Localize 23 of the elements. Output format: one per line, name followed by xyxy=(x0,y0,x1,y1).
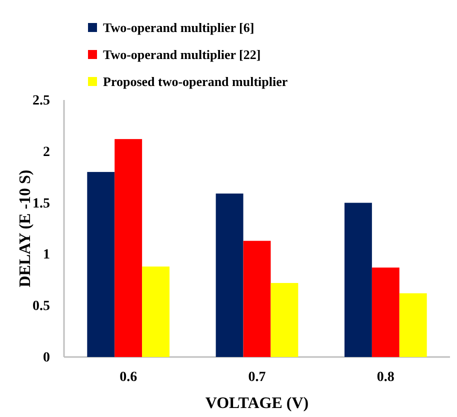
legend-label: Proposed two-operand multiplier xyxy=(103,74,288,89)
bar xyxy=(243,240,271,357)
bar xyxy=(142,266,170,357)
legend-label: Two-operand multiplier [22] xyxy=(103,47,261,62)
y-tick-label: 2 xyxy=(43,144,50,160)
bar xyxy=(270,282,298,357)
y-tick-label: 2.5 xyxy=(32,93,50,108)
x-tick-label: 0.7 xyxy=(248,370,266,385)
y-axis-title: DELAY (E -10 S) xyxy=(17,170,34,288)
x-axis-title: VOLTAGE (V) xyxy=(205,395,309,412)
y-tick-label: 0 xyxy=(43,350,50,366)
y-tick-label: 0.5 xyxy=(32,299,50,314)
y-tick-label: 1 xyxy=(43,248,50,263)
bar xyxy=(399,293,427,357)
x-tick-label: 0.6 xyxy=(120,370,138,385)
legend-label: Two-operand multiplier [6] xyxy=(103,20,254,35)
bar xyxy=(216,194,244,357)
bar xyxy=(87,172,115,357)
bar xyxy=(114,139,142,357)
x-tick-label: 0.8 xyxy=(376,370,394,385)
bar xyxy=(344,202,372,357)
y-tick-label: 1.5 xyxy=(32,196,50,212)
bar xyxy=(372,268,400,357)
